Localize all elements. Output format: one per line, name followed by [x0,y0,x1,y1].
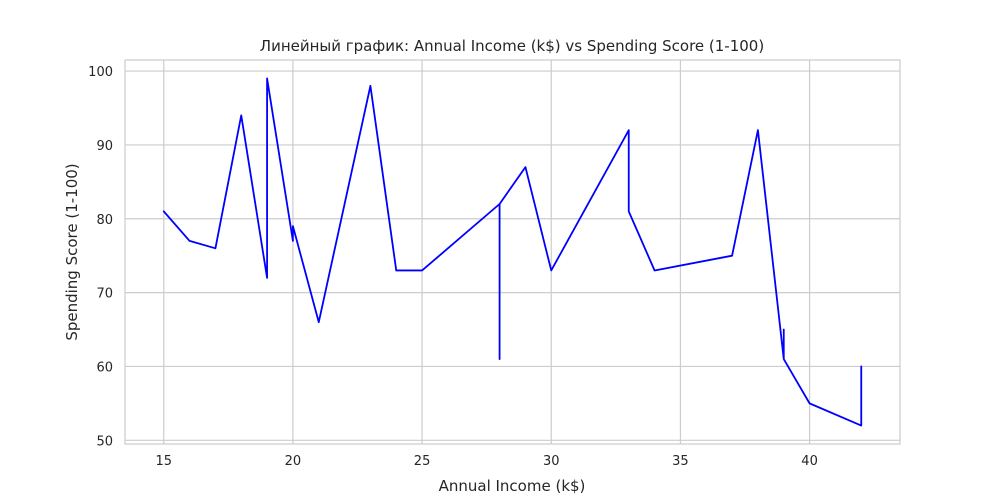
x-tick-label: 15 [155,454,172,469]
y-tick-label: 50 [96,434,113,449]
x-tick-label: 35 [672,454,689,469]
x-tick-label: 20 [285,454,302,469]
y-axis-label: Spending Score (1-100) [63,163,81,340]
tick-labels: 15 20 25 30 35 40 50 60 70 80 90 100 [88,65,818,469]
y-tick-label: 80 [96,213,113,228]
x-axis-label: Annual Income (k$) [439,477,586,495]
plot-frame [124,59,901,445]
y-tick-label: 100 [88,65,113,80]
series-group [162,77,863,427]
gridlines [125,60,900,444]
y-tick-label: 90 [96,139,113,154]
chart-title: Линейный график: Annual Income (k$) vs S… [260,37,764,55]
x-tick-label: 30 [543,454,560,469]
x-tick-label: 25 [414,454,431,469]
y-tick-label: 60 [96,360,113,375]
x-tick-label: 40 [801,454,818,469]
y-tick-label: 70 [96,287,113,302]
